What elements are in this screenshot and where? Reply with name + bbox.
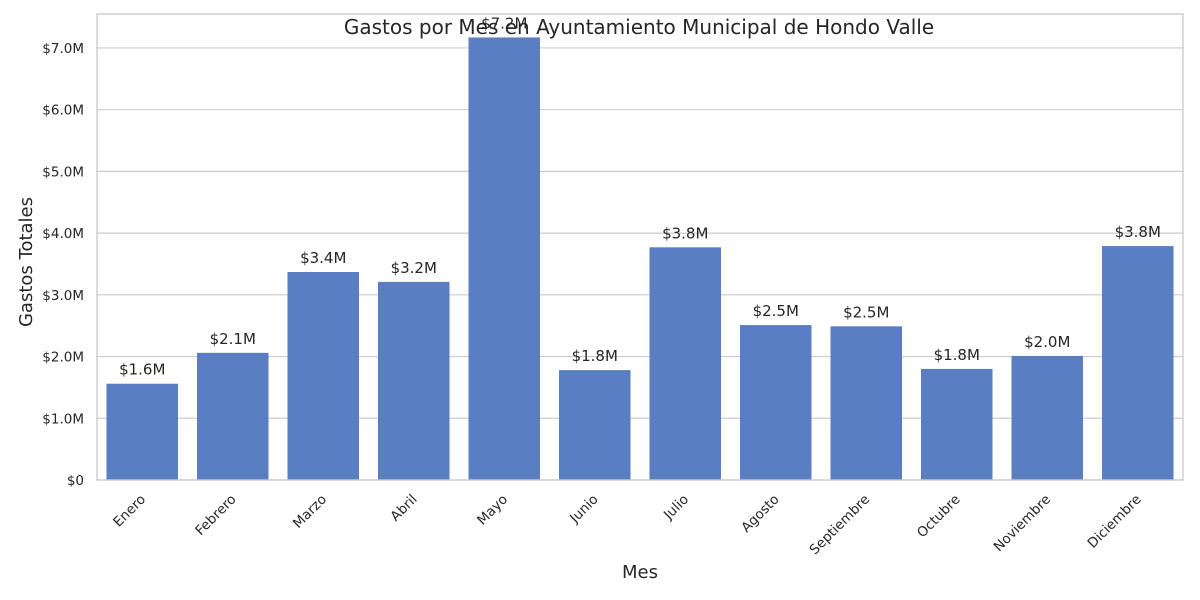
y-tick-label: $7.0M <box>42 41 84 57</box>
x-tick-label: Marzo <box>290 492 330 532</box>
bar <box>106 383 178 480</box>
bar <box>830 326 902 480</box>
bar-value-label: $3.8M <box>1115 223 1161 241</box>
y-tick-label: $1.0M <box>42 411 84 427</box>
bar <box>921 368 993 480</box>
bar-value-label: $1.8M <box>934 346 980 364</box>
y-tick-label: $0 <box>67 473 84 489</box>
bar-value-label: $2.5M <box>753 302 799 320</box>
bar-value-label: $1.6M <box>119 361 165 379</box>
chart-title: Gastos por Mes en Ayuntamiento Municipal… <box>344 15 934 39</box>
x-tick-label: Mayo <box>474 492 511 529</box>
bar-value-label: $7.2M <box>481 14 527 32</box>
x-tick-label: Diciembre <box>1085 492 1145 552</box>
y-tick-label: $3.0M <box>42 288 84 304</box>
gridlines <box>97 47 1183 481</box>
y-tick-label: $2.0M <box>42 350 84 366</box>
bar <box>378 281 450 480</box>
bar-value-label: $2.5M <box>843 303 889 321</box>
bars <box>106 37 1174 480</box>
bar <box>468 37 540 480</box>
bar <box>559 370 631 480</box>
x-axis-title: Mes <box>622 562 658 583</box>
x-tick-label: Junio <box>566 492 601 527</box>
plot-frame <box>96 13 1184 481</box>
x-tick-label: Septiembre <box>807 492 874 559</box>
bar <box>1011 355 1083 480</box>
y-tick-label: $6.0M <box>42 103 84 119</box>
bar-value-label: $2.0M <box>1024 333 1070 351</box>
bar-value-label: $3.4M <box>300 249 346 267</box>
bar-value-label: $3.8M <box>662 224 708 242</box>
y-axis-title: Gastos Totales <box>16 197 37 327</box>
bar <box>197 352 269 480</box>
x-tick-label: Febrero <box>192 492 239 539</box>
bar-value-label: $2.1M <box>210 330 256 348</box>
x-tick-label: Octubre <box>914 492 964 542</box>
x-axis-ticks: Enero Febrero Marzo Abril Mayo Junio Julio Agos… <box>110 492 1144 559</box>
x-tick-label: Abril <box>387 492 420 525</box>
x-tick-label: Noviembre <box>991 492 1054 555</box>
bar <box>287 271 359 480</box>
y-axis-ticks: $0 $1.0M $2.0M $3.0M $4.0M $5.0M $6.0M $7.0M <box>42 41 84 489</box>
bar-value-label: $3.2M <box>391 259 437 277</box>
bar <box>740 325 812 480</box>
x-tick-label: Enero <box>110 492 149 531</box>
bar <box>1102 246 1174 480</box>
bar <box>649 247 721 480</box>
x-tick-label: Agosto <box>738 492 782 536</box>
y-tick-label: $5.0M <box>42 164 84 180</box>
data-labels: $1.6M $2.1M $3.4M $3.2M $7.2M $1.8M $3.8M $2.5M… <box>119 14 1161 378</box>
x-tick-label: Julio <box>660 492 692 524</box>
y-tick-label: $4.0M <box>42 226 84 242</box>
bar-value-label: $1.8M <box>572 347 618 365</box>
